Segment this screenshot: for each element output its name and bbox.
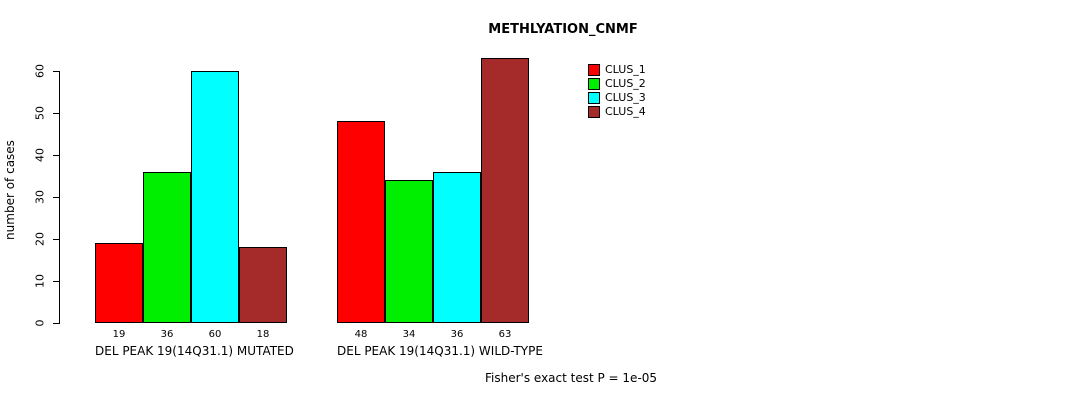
y-tick-label: 40 (33, 148, 47, 162)
bar-clus_1-group2 (337, 121, 385, 323)
bar-clus_1-group1 (95, 243, 143, 323)
y-tick (53, 113, 59, 114)
y-tick-label: 60 (33, 64, 47, 78)
bar-value-label: 19 (112, 329, 126, 340)
legend-swatch-icon (588, 77, 600, 90)
bar-value-label: 36 (450, 329, 464, 340)
bar-clus_3-group2 (433, 171, 481, 323)
bar-clus_4-group1 (239, 247, 287, 323)
x-group-label: DEL PEAK 19(14Q31.1) WILD-TYPE (337, 344, 543, 358)
y-tick-label: 10 (33, 274, 47, 288)
bar-value-label: 18 (256, 329, 270, 340)
legend-item-clus_3: CLUS_3 (588, 91, 646, 104)
annotation-text: Fisher's exact test P = 1e-05 (485, 371, 658, 385)
legend-label: CLUS_2 (605, 77, 646, 90)
y-tick-label: 0 (33, 319, 47, 327)
y-tick (53, 323, 59, 324)
y-tick-label: 50 (33, 106, 47, 120)
bar-clus_4-group2 (481, 58, 529, 323)
bar-clus_2-group1 (143, 171, 191, 323)
legend-label: CLUS_3 (605, 91, 646, 104)
y-axis-label: number of cases (3, 140, 17, 240)
y-tick (53, 239, 59, 240)
bar-value-label: 63 (498, 329, 512, 340)
y-tick-label: 20 (33, 232, 47, 246)
bar-clus_2-group2 (385, 180, 433, 323)
bar-value-label: 34 (402, 329, 416, 340)
legend-label: CLUS_1 (605, 63, 646, 76)
bar-value-label: 48 (354, 329, 368, 340)
legend-label: CLUS_4 (605, 105, 646, 118)
legend-item-clus_2: CLUS_2 (588, 77, 646, 90)
y-tick (53, 197, 59, 198)
x-group-label: DEL PEAK 19(14Q31.1) MUTATED (95, 344, 294, 358)
bar-value-label: 36 (160, 329, 174, 340)
y-tick (53, 281, 59, 282)
y-tick (53, 71, 59, 72)
legend-item-clus_4: CLUS_4 (588, 105, 646, 118)
y-axis-line (59, 71, 60, 324)
chart-title: METHLYATION_CNMF (488, 22, 638, 37)
legend-item-clus_1: CLUS_1 (588, 63, 646, 76)
legend-swatch-icon (588, 105, 600, 118)
legend: CLUS_1 CLUS_2 CLUS_3 CLUS_4 (588, 63, 646, 119)
bar-clus_3-group1 (191, 71, 239, 323)
y-tick-label: 30 (33, 190, 47, 204)
legend-swatch-icon (588, 63, 600, 76)
y-tick (53, 155, 59, 156)
legend-swatch-icon (588, 91, 600, 104)
bar-value-label: 60 (208, 329, 222, 340)
